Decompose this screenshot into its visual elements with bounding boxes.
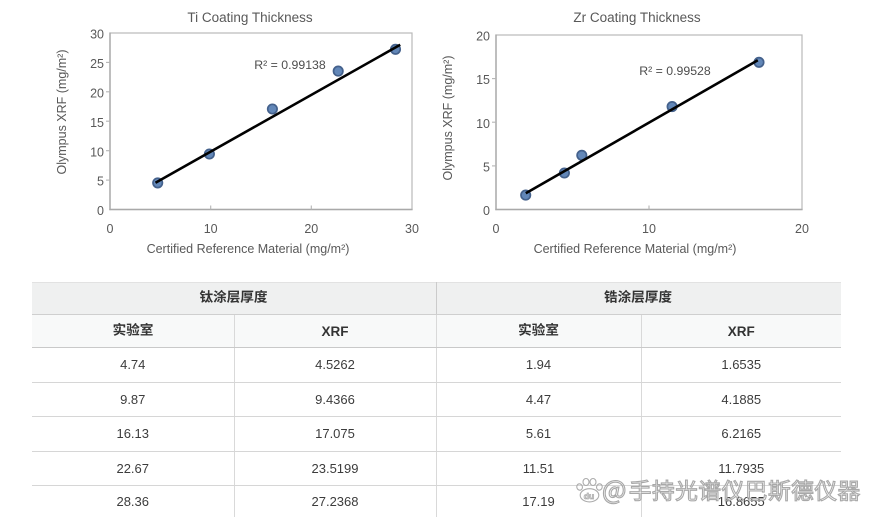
svg-text:du: du xyxy=(584,491,594,501)
svg-text:20: 20 xyxy=(304,222,318,236)
svg-text:Certified Reference Material (: Certified Reference Material (mg/m²) xyxy=(534,242,737,256)
svg-text:10: 10 xyxy=(476,117,490,131)
svg-text:10: 10 xyxy=(90,145,104,159)
svg-text:0: 0 xyxy=(97,204,104,218)
svg-text:20: 20 xyxy=(90,86,104,100)
svg-text:Olympus XRF (mg/m²): Olympus XRF (mg/m²) xyxy=(55,50,69,175)
svg-text:25: 25 xyxy=(90,57,104,71)
svg-text:Zr Coating Thickness: Zr Coating Thickness xyxy=(573,10,701,25)
svg-text:20: 20 xyxy=(476,30,490,44)
svg-text:15: 15 xyxy=(476,73,490,87)
svg-text:10: 10 xyxy=(204,222,218,236)
svg-text:R² = 0.99528: R² = 0.99528 xyxy=(639,64,711,78)
svg-text:0: 0 xyxy=(107,222,114,236)
svg-text:Certified Reference Material (: Certified Reference Material (mg/m²) xyxy=(147,242,350,256)
svg-text:30: 30 xyxy=(405,222,419,236)
svg-text:20: 20 xyxy=(795,222,809,236)
svg-text:10: 10 xyxy=(642,222,656,236)
svg-text:0: 0 xyxy=(493,222,500,236)
svg-text:15: 15 xyxy=(90,116,104,130)
svg-text:Ti Coating Thickness: Ti Coating Thickness xyxy=(187,10,313,25)
svg-text:5: 5 xyxy=(483,161,490,175)
svg-text:5: 5 xyxy=(97,175,104,189)
svg-text:Olympus XRF (mg/m²): Olympus XRF (mg/m²) xyxy=(441,56,455,181)
svg-text:0: 0 xyxy=(483,204,490,218)
svg-text:R² = 0.99138: R² = 0.99138 xyxy=(254,58,326,72)
svg-text:30: 30 xyxy=(90,28,104,42)
